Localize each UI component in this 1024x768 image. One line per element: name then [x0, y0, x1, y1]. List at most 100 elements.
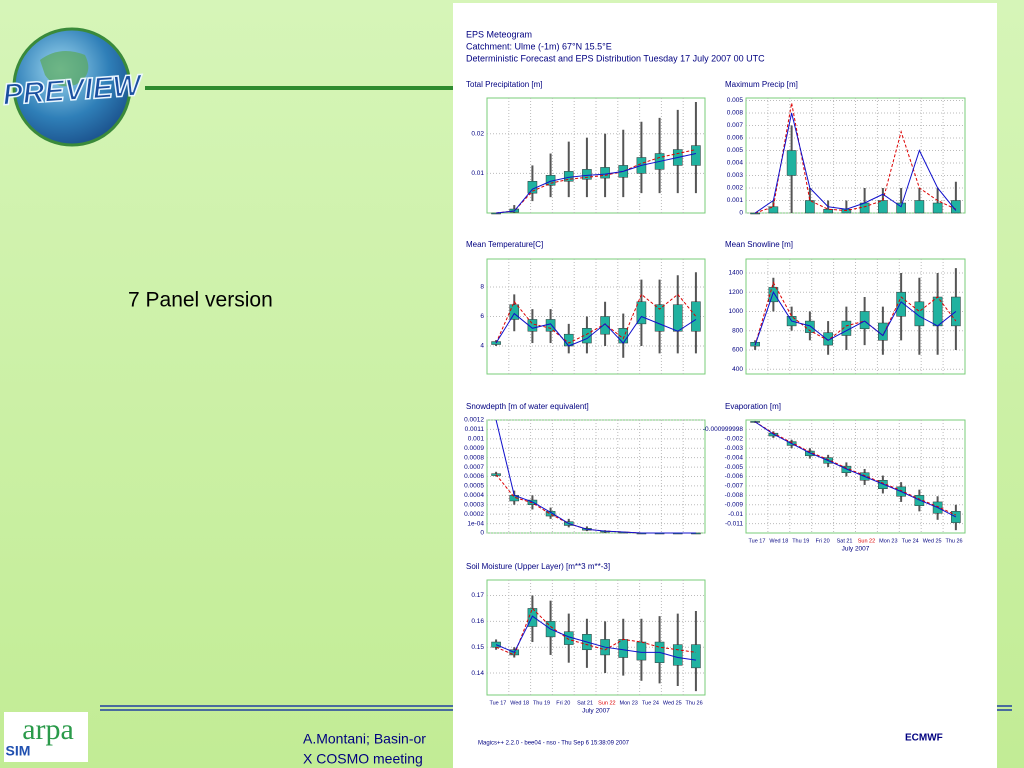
box	[582, 328, 592, 344]
box	[932, 202, 943, 214]
box	[914, 200, 925, 214]
y-tick-label: 4	[480, 343, 484, 350]
y-tick-label: 0.16	[471, 618, 484, 625]
y-tick-label: 0.002	[727, 185, 744, 192]
series-line	[754, 291, 957, 346]
y-tick-label: 0.0003	[464, 501, 484, 508]
y-tick-label: 1400	[729, 270, 744, 277]
box	[491, 212, 501, 215]
x-tick-label: Mon 23	[620, 700, 638, 706]
y-tick-label: 0.0009	[464, 445, 484, 452]
y-tick-label: 0.003	[727, 172, 744, 179]
y-tick-label: 0.17	[471, 592, 484, 599]
y-tick-label: -0.01	[728, 511, 743, 518]
y-tick-label: 0.15	[471, 644, 484, 651]
y-tick-label: -0.009	[725, 501, 744, 508]
y-tick-label: 600	[732, 347, 743, 354]
x-tick-label: Tue 17	[489, 700, 506, 706]
box	[600, 316, 610, 335]
series-line	[496, 149, 697, 214]
x-tick-label: Tue 24	[642, 700, 659, 706]
y-tick-label: 0.001	[727, 197, 744, 204]
y-tick-label: 0.0004	[464, 492, 484, 499]
series-line	[495, 419, 696, 534]
x-tick-label: Wed 25	[663, 700, 682, 706]
series-line	[495, 312, 697, 347]
box	[750, 212, 760, 215]
x-tick-label: Fri 20	[556, 700, 570, 706]
brand: ECMWF	[905, 733, 943, 744]
panel-title: Mean Temperature[C]	[466, 240, 543, 249]
meteogram: EPS Meteogram Catchment: Ulme (-1m) 67°N…	[453, 3, 997, 768]
panel-title: Evaporation [m]	[725, 402, 781, 411]
meteogram-subtitle: Deterministic Forecast and EPS Distribut…	[466, 53, 765, 63]
y-tick-label: 400	[732, 366, 743, 373]
panel-title: Total Precipitation [m]	[466, 80, 542, 89]
y-tick-label: -0.007	[725, 483, 744, 490]
box	[691, 301, 701, 332]
y-tick-label: 0.0007	[464, 464, 484, 471]
box	[545, 319, 556, 332]
y-tick-label: -0.005	[725, 464, 744, 471]
x-tick-label: Thu 19	[792, 538, 809, 544]
box	[691, 145, 701, 166]
x-tick-label: Tue 17	[748, 538, 765, 544]
box	[859, 311, 870, 330]
globe-land	[40, 51, 89, 87]
box	[691, 644, 701, 669]
panel-title: Maximum Precip [m]	[725, 80, 798, 89]
x-tick-label: Wed 25	[923, 538, 942, 544]
y-tick-label: 8	[480, 284, 484, 291]
series-line	[754, 102, 957, 214]
box	[600, 167, 610, 179]
box	[545, 511, 556, 517]
box	[786, 150, 797, 176]
box	[618, 639, 629, 658]
box	[491, 341, 501, 345]
x-axis-title: July 2007	[842, 546, 870, 553]
y-tick-label: 0.14	[471, 670, 484, 677]
panel-title: Snowdepth [m of water equivalent]	[466, 402, 589, 411]
series-line	[754, 112, 957, 214]
x-tick-label: Wed 18	[510, 700, 529, 706]
box	[914, 301, 925, 327]
box	[582, 169, 592, 180]
x-tick-label: Wed 18	[769, 538, 788, 544]
y-tick-label: -0.002	[725, 436, 744, 443]
box	[768, 206, 779, 214]
box	[768, 287, 779, 303]
box	[672, 644, 683, 666]
box	[896, 202, 906, 214]
meteogram-subtitle: Catchment: Ulme (-1m) 67°N 15.5°E	[466, 41, 612, 51]
y-tick-label: 6	[480, 313, 484, 320]
box	[896, 291, 906, 317]
meteogram-footer: Magics++ 2.2.0 - bee04 - nso - Thu Sep 6…	[478, 741, 630, 747]
meteogram-sheet	[453, 3, 997, 768]
y-tick-label: 0.0006	[464, 473, 484, 480]
box	[951, 511, 961, 523]
y-tick-label: 0.005	[727, 147, 744, 154]
y-tick-label: 0.005	[727, 97, 744, 104]
box	[491, 641, 501, 648]
box	[878, 200, 888, 214]
y-tick-label: -0.011	[725, 520, 743, 527]
x-tick-label: Sat 21	[837, 538, 853, 544]
series-line	[754, 281, 957, 346]
box	[509, 304, 520, 320]
y-tick-label: -0.003	[725, 445, 744, 452]
org-logo-box	[4, 712, 88, 762]
y-tick-label: 0.02	[471, 130, 484, 137]
header-rule	[145, 86, 455, 90]
box	[805, 200, 815, 214]
slide-title: 7 Panel version	[128, 289, 273, 312]
org-logo-sub: SIM	[6, 743, 31, 759]
box	[527, 319, 538, 332]
footer-text: X COSMO meeting	[303, 751, 423, 767]
y-tick-label: -0.008	[725, 492, 744, 499]
x-tick-label: Sun 22	[598, 700, 615, 706]
y-tick-label: 0.0002	[464, 511, 484, 518]
y-tick-label: 1e-04	[467, 520, 484, 527]
y-tick-label: 0.0005	[464, 483, 484, 490]
box	[823, 209, 833, 214]
